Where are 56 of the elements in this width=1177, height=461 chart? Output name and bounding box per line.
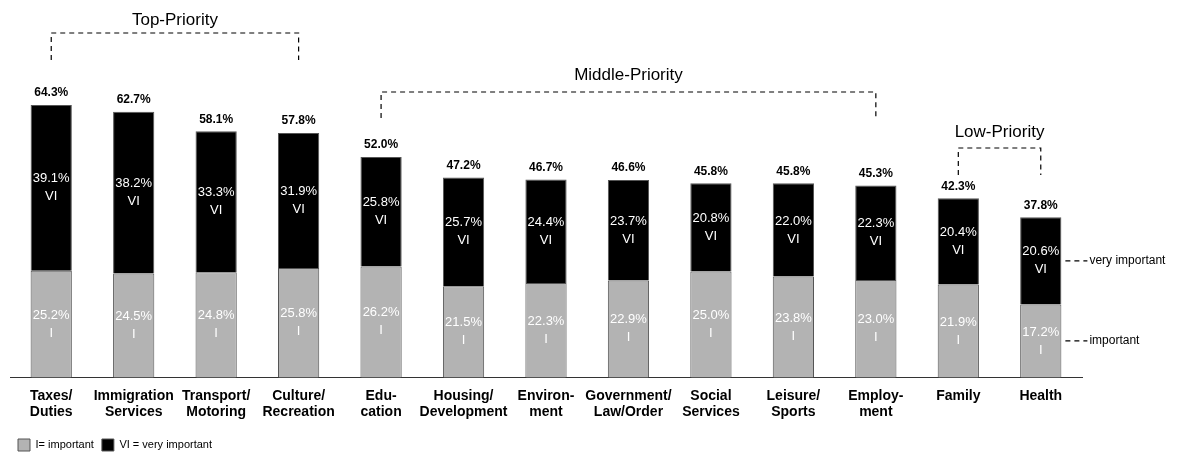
x-tick-label: Employ- ment xyxy=(848,386,904,420)
data-label: 22.3% VI xyxy=(857,215,895,249)
total-label: 42.3% xyxy=(941,178,976,193)
data-label: 25.8% VI xyxy=(362,194,400,228)
data-label: 21.9% I xyxy=(939,313,978,347)
total-label: 64.3% xyxy=(34,85,69,100)
data-label: 24.5% I xyxy=(115,308,153,342)
text: Middle-Priority xyxy=(574,64,684,84)
text: important xyxy=(1089,333,1141,348)
data-label: 25.8% I xyxy=(280,305,318,339)
data-label: 25.7% VI xyxy=(445,214,483,248)
total-label: 47.2% xyxy=(446,157,481,172)
x-tick-label: Social Services xyxy=(682,386,740,420)
text: Top-Priority xyxy=(131,9,219,29)
data-label: 22.9% I xyxy=(610,311,648,345)
x-tick-label: Environ- ment xyxy=(517,386,575,420)
text: very important xyxy=(1089,253,1167,268)
data-label: 31.9% VI xyxy=(280,183,318,217)
total-label: 46.7% xyxy=(528,159,564,174)
data-label: 21.5% I xyxy=(445,314,483,348)
total-label: 45.8% xyxy=(693,163,729,178)
x-tick-label: Taxes/ Duties xyxy=(29,386,73,420)
data-label: 20.8% VI xyxy=(692,210,730,244)
x-tick-label: Health xyxy=(1019,386,1063,403)
data-label: 23.8% I xyxy=(774,309,813,343)
data-label: 39.1% VI xyxy=(32,170,71,204)
legend-label: VI = very important xyxy=(119,438,213,451)
x-tick-label: Government/ Law/Order xyxy=(585,386,672,420)
data-label: 23.7% VI xyxy=(610,212,648,246)
x-tick-label: Edu- cation xyxy=(360,386,402,420)
data-label: 38.2% VI xyxy=(115,175,153,209)
data-label: 20.6% VI xyxy=(1022,243,1060,277)
total-label: 52.0% xyxy=(364,137,399,152)
x-tick-label: Housing/ Development xyxy=(419,386,508,420)
data-label: 22.0% VI xyxy=(774,212,813,246)
legend-label: I= important xyxy=(35,438,94,451)
x-tick-label: Culture/ Recreation xyxy=(262,386,335,420)
total-label: 45.8% xyxy=(776,163,811,178)
data-label: 20.4% VI xyxy=(939,223,978,257)
x-tick-label: Leisure/ Sports xyxy=(766,386,821,420)
total-label: 62.7% xyxy=(116,92,152,107)
data-label: 23.0% I xyxy=(857,311,895,345)
total-label: 45.3% xyxy=(858,165,894,180)
x-tick-label: Transport/ Motoring xyxy=(181,386,251,420)
x-tick-label: Family xyxy=(936,386,981,403)
total-label: 46.6% xyxy=(611,160,646,175)
total-label: 37.8% xyxy=(1023,197,1059,212)
x-tick-label: Immigration Services xyxy=(93,386,174,420)
data-label: 33.3% VI xyxy=(197,184,236,218)
data-label: 24.4% VI xyxy=(527,213,565,247)
total-label: 58.1% xyxy=(199,111,234,126)
data-label: 25.2% I xyxy=(32,306,71,340)
annotation: Low-Priority xyxy=(954,121,1045,141)
total-label: 57.8% xyxy=(281,113,316,128)
data-label: 25.0% I xyxy=(692,307,730,341)
data-label: 17.2% I xyxy=(1022,323,1060,357)
